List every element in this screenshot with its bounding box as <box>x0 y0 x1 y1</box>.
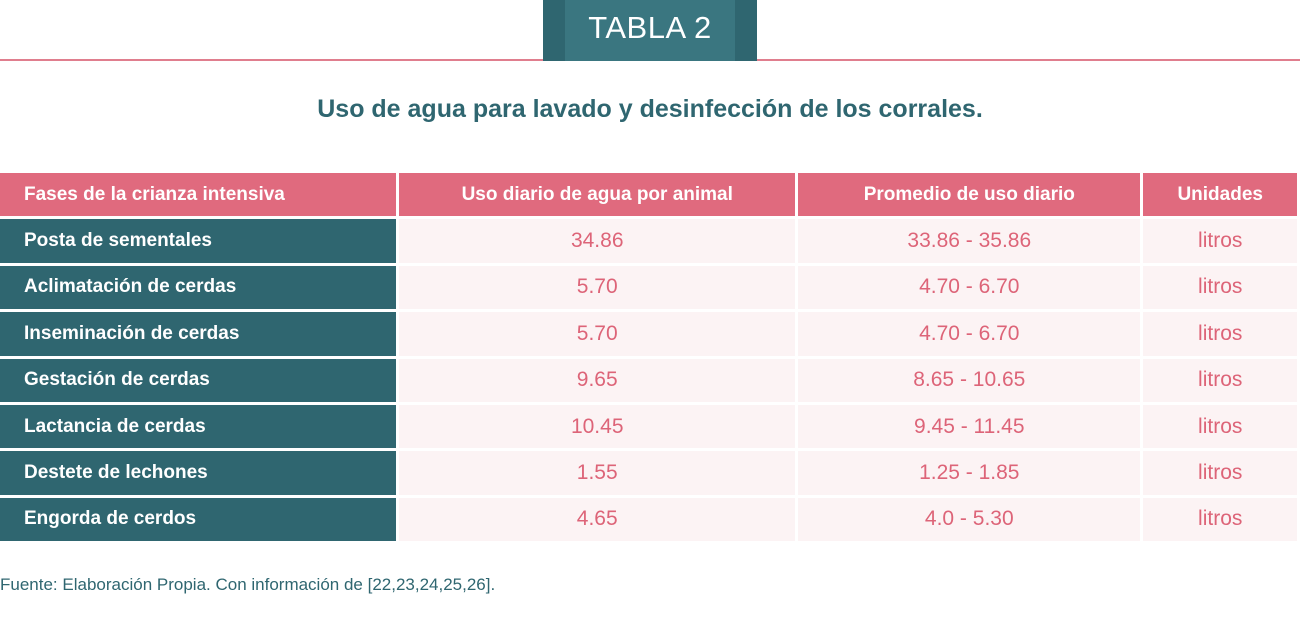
range-cell: 8.65 - 10.65 <box>798 358 1141 402</box>
phase-cell: Destete de lechones <box>0 451 397 495</box>
table-number-badge: TABLA 2 <box>543 0 757 61</box>
header-unit: Unidades <box>1143 173 1297 217</box>
table-row: Inseminación de cerdas 5.70 4.70 - 6.70 … <box>0 312 1297 356</box>
range-cell: 4.70 - 6.70 <box>798 265 1141 310</box>
daily-use-cell: 5.70 <box>399 312 796 356</box>
unit-cell: litros <box>1143 451 1297 495</box>
table-row: Aclimatación de cerdas 5.70 4.70 - 6.70 … <box>0 265 1297 310</box>
phase-cell: Aclimatación de cerdas <box>0 265 397 310</box>
phase-cell: Inseminación de cerdas <box>0 312 397 356</box>
header-phase: Fases de la crianza intensiva <box>0 173 397 217</box>
daily-use-cell: 10.45 <box>399 404 796 449</box>
phase-cell: Lactancia de cerdas <box>0 404 397 449</box>
water-use-table: Fases de la crianza intensiva Uso diario… <box>0 170 1300 544</box>
range-cell: 33.86 - 35.86 <box>798 219 1141 263</box>
range-cell: 4.0 - 5.30 <box>798 497 1141 542</box>
unit-cell: litros <box>1143 404 1297 449</box>
table-row: Posta de sementales 34.86 33.86 - 35.86 … <box>0 219 1297 263</box>
daily-use-cell: 9.65 <box>399 358 796 402</box>
header-daily-use: Uso diario de agua por animal <box>399 173 796 217</box>
phase-cell: Gestación de cerdas <box>0 358 397 402</box>
source-note: Fuente: Elaboración Propia. Con informac… <box>0 575 496 594</box>
table-header-row: Fases de la crianza intensiva Uso diario… <box>0 173 1297 217</box>
phase-cell: Posta de sementales <box>0 219 397 263</box>
unit-cell: litros <box>1143 358 1297 402</box>
table-row: Destete de lechones 1.55 1.25 - 1.85 lit… <box>0 451 1297 495</box>
badge-label: TABLA 2 <box>588 10 712 45</box>
header-range: Promedio de uso diario <box>798 173 1141 217</box>
table-row: Engorda de cerdos 4.65 4.0 - 5.30 litros <box>0 497 1297 542</box>
daily-use-cell: 1.55 <box>399 451 796 495</box>
phase-cell: Engorda de cerdos <box>0 497 397 542</box>
range-cell: 4.70 - 6.70 <box>798 312 1141 356</box>
unit-cell: litros <box>1143 497 1297 542</box>
table-row: Gestación de cerdas 9.65 8.65 - 10.65 li… <box>0 358 1297 402</box>
daily-use-cell: 5.70 <box>399 265 796 310</box>
table-row: Lactancia de cerdas 10.45 9.45 - 11.45 l… <box>0 404 1297 449</box>
badge-inner <box>565 0 735 61</box>
range-cell: 1.25 - 1.85 <box>798 451 1141 495</box>
table-title: Uso de agua para lavado y desinfección d… <box>317 95 983 123</box>
daily-use-cell: 34.86 <box>399 219 796 263</box>
unit-cell: litros <box>1143 219 1297 263</box>
daily-use-cell: 4.65 <box>399 497 796 542</box>
unit-cell: litros <box>1143 312 1297 356</box>
unit-cell: litros <box>1143 265 1297 310</box>
range-cell: 9.45 - 11.45 <box>798 404 1141 449</box>
